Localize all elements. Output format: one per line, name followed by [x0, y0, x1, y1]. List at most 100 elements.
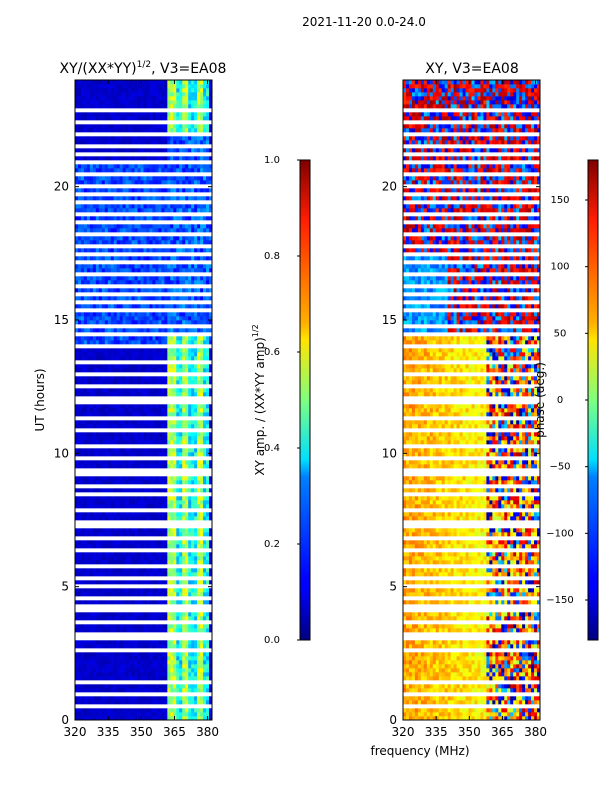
- amplitude-cell: [116, 312, 121, 317]
- amplitude-cell: [119, 600, 123, 605]
- amplitude-cell: [89, 88, 94, 93]
- amplitude-gap-row: [75, 372, 212, 377]
- amplitude-cell: [206, 188, 210, 193]
- amplitude-cell: [155, 376, 159, 381]
- amplitude-cell: [134, 376, 138, 381]
- amplitude-cell: [170, 280, 174, 285]
- amplitude-gap-row: [75, 172, 212, 177]
- amplitude-cell: [80, 112, 85, 117]
- amplitude-gap-row: [75, 324, 212, 329]
- amplitude-cell: [203, 460, 207, 465]
- amplitude-cell: [164, 164, 168, 169]
- amplitude-cell: [179, 388, 183, 393]
- amplitude-cell: [119, 92, 123, 97]
- amplitude-cell: [101, 592, 106, 597]
- amplitude-cell: [101, 712, 106, 717]
- amplitude-cell: [161, 256, 165, 261]
- amplitude-cell: [80, 552, 85, 557]
- amplitude-cell: [98, 236, 103, 241]
- amplitude-cell: [206, 336, 210, 341]
- amplitude-cell: [140, 208, 144, 213]
- amplitude-cell: [179, 156, 183, 161]
- amplitude-cell: [128, 364, 132, 369]
- amplitude-cell: [101, 388, 106, 393]
- amplitude-cell: [173, 616, 177, 621]
- amplitude-cell: [75, 496, 79, 501]
- amplitude-cell: [209, 460, 213, 465]
- amplitude-cell: [110, 616, 115, 621]
- amplitude-cell: [164, 352, 168, 357]
- amplitude-cell: [110, 412, 115, 417]
- amplitude-cell: [185, 432, 189, 437]
- amplitude-cell: [143, 148, 147, 153]
- amplitude-cell: [158, 488, 162, 493]
- amplitude-cell: [149, 288, 153, 293]
- amplitude-cell: [83, 440, 88, 445]
- amplitude-cell: [137, 104, 141, 109]
- amplitude-cell: [176, 688, 180, 693]
- amplitude-cell: [98, 600, 103, 605]
- amplitude-cell: [101, 500, 106, 505]
- amplitude-cell: [206, 556, 210, 561]
- amplitude-cell: [185, 628, 189, 633]
- amplitude-cell: [113, 488, 118, 493]
- amplitude-cell: [122, 336, 126, 341]
- amplitude-cell: [203, 552, 207, 557]
- amplitude-cell: [167, 256, 171, 261]
- amplitude-cell: [107, 224, 112, 229]
- amplitude-cell: [170, 328, 174, 333]
- amplitude-cell: [167, 88, 171, 93]
- amplitude-cell: [98, 424, 103, 429]
- amplitude-cell: [134, 116, 138, 121]
- amplitude-cell: [155, 80, 159, 85]
- amplitude-cell: [80, 616, 85, 621]
- amplitude-cell: [194, 296, 198, 301]
- amplitude-cell: [173, 320, 177, 325]
- amplitude-cell: [89, 388, 94, 393]
- amplitude-cell: [200, 128, 204, 133]
- amplitude-cell: [92, 588, 97, 593]
- amplitude-cell: [173, 276, 177, 281]
- amplitude-cell: [86, 236, 91, 241]
- amplitude-cell: [191, 176, 195, 181]
- amplitude-cell: [143, 580, 147, 585]
- amplitude-cell: [83, 556, 88, 561]
- amplitude-cell: [161, 388, 165, 393]
- amplitude-cell: [131, 116, 135, 121]
- amplitude-cell: [149, 204, 153, 209]
- amplitude-gap-row: [75, 576, 212, 581]
- amplitude-cell: [104, 320, 109, 325]
- amplitude-cell: [140, 660, 144, 665]
- amplitude-cell: [125, 176, 129, 181]
- amplitude-cell: [101, 624, 106, 629]
- amplitude-cell: [164, 116, 168, 121]
- amplitude-cell: [92, 460, 97, 465]
- amplitude-cell: [209, 616, 213, 621]
- amplitude-cell: [179, 528, 183, 533]
- amplitude-cell: [152, 412, 156, 417]
- amplitude-cell: [110, 148, 115, 153]
- amplitude-cell: [95, 312, 100, 317]
- amplitude-cell: [75, 404, 79, 409]
- amplitude-cell: [152, 288, 156, 293]
- phase-cell: [477, 716, 481, 721]
- amplitude-cell: [86, 80, 91, 85]
- phase-cell: [459, 716, 463, 721]
- amplitude-cell: [137, 388, 141, 393]
- amplitude-cell: [155, 136, 159, 141]
- amplitude-cell: [95, 476, 100, 481]
- amplitude-cell: [200, 276, 204, 281]
- amplitude-cell: [158, 572, 162, 577]
- amplitude-cell: [98, 688, 103, 693]
- amplitude-cell: [92, 176, 97, 181]
- amplitude-cell: [161, 168, 165, 173]
- amplitude-cell: [125, 436, 129, 441]
- amplitude-cell: [155, 464, 159, 469]
- amplitude-cell: [122, 480, 126, 485]
- amplitude-cell: [194, 412, 198, 417]
- amplitude-cell: [197, 312, 201, 317]
- amplitude-cell: [110, 540, 115, 545]
- amplitude-cell: [110, 236, 115, 241]
- amplitude-cell: [83, 328, 88, 333]
- amplitude-cell: [137, 248, 141, 253]
